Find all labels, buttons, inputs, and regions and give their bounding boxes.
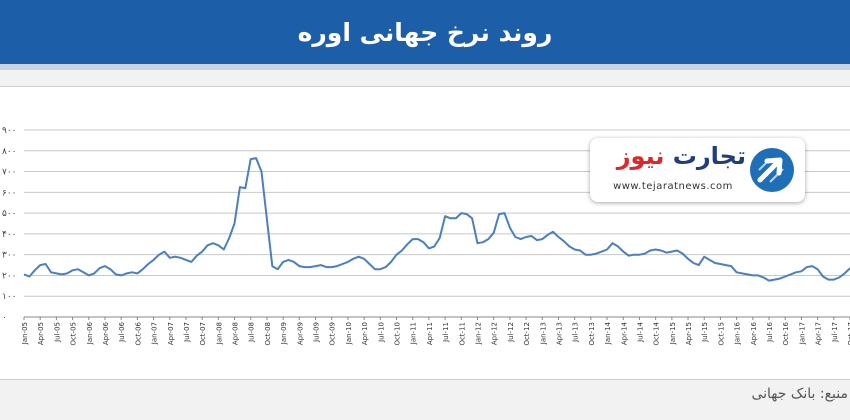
x-tick-label: Jan-06 <box>86 321 94 345</box>
x-tick-label: Apr-09 <box>296 322 304 345</box>
chart-panel: ۰ ۱۰۰ ۲۰۰ ۳۰۰ ۴۰۰ ۵۰۰ ۶۰۰ ۷۰۰ ۸۰۰ ۹۰۰ Jan-05 Apr-05… <box>0 86 850 380</box>
x-tick-label: Apr-07 <box>167 322 175 345</box>
x-tick-label: Apr-14 <box>620 321 628 345</box>
x-tick-label: Oct-09 <box>329 322 337 346</box>
x-tick-label: Jan-12 <box>474 322 482 345</box>
x-tick-label: Jul-17 <box>831 322 839 343</box>
x-tick-label: Jul-12 <box>507 322 515 343</box>
x-tick-label: Apr-08 <box>232 322 240 345</box>
x-tick-label: Jul-16 <box>766 321 774 342</box>
x-tick-label: Oct-05 <box>70 322 78 346</box>
logo-wordmark: تجارت نیوز <box>600 142 746 170</box>
x-tick-label: Apr-15 <box>685 322 693 345</box>
x-tick-label: Oct-15 <box>717 322 725 346</box>
y-tick-label: ۴۰۰ <box>2 230 17 240</box>
x-tick-label: Oct-16 <box>782 321 790 345</box>
y-tick-label: ۵۰۰ <box>2 209 17 219</box>
x-tick-label: Jan-08 <box>215 322 223 345</box>
x-tick-label: Oct-06 <box>134 321 142 345</box>
x-tick-label: Jul-06 <box>118 321 126 342</box>
x-tick-label: Jan-14 <box>604 321 612 345</box>
x-tick-label: Oct-17 <box>847 322 850 346</box>
source-credit: منبع: بانک جهانی <box>751 386 848 402</box>
header-bar: روند نرخ جهانی اوره <box>0 0 850 70</box>
x-tick-label: Oct-12 <box>523 322 531 346</box>
y-tick-label: ۰ <box>2 313 7 323</box>
x-tick-label: Apr-06 <box>102 321 110 345</box>
x-tick-label: Jul-05 <box>53 322 61 343</box>
x-tick-label: Jul-09 <box>313 322 321 343</box>
tejaratnews-logo: تجارت نیوز www.tejaratnews.com <box>590 138 805 202</box>
x-tick-label: Oct-08 <box>264 322 272 346</box>
urea-price-chart: ۰ ۱۰۰ ۲۰۰ ۳۰۰ ۴۰۰ ۵۰۰ ۶۰۰ ۷۰۰ ۸۰۰ ۹۰۰ Jan-05 Apr-05… <box>2 126 850 346</box>
logo-name-accent: نیوز <box>616 142 665 170</box>
x-tick-label: Jul-14 <box>636 321 644 342</box>
y-tick-label: ۱۰۰ <box>2 292 17 302</box>
page-title: روند نرخ جهانی اوره <box>297 17 553 47</box>
x-tick-label: Jan-07 <box>151 322 159 345</box>
x-tick-label: Jul-15 <box>701 322 709 343</box>
y-tick-label: ۶۰۰ <box>2 188 17 198</box>
x-tick-label: Apr-16 <box>750 321 758 345</box>
x-tick-label: Oct-11 <box>458 322 466 346</box>
y-tick-label: ۹۰۰ <box>2 126 17 136</box>
y-tick-label: ۲۰۰ <box>2 271 17 281</box>
x-tick-label: Jan-05 <box>21 322 29 345</box>
x-tick-label: Apr-13 <box>555 322 563 345</box>
x-tick-label: Jan-15 <box>669 322 677 345</box>
x-tick-label: Oct-10 <box>394 322 402 346</box>
x-tick-label: Jul-07 <box>183 322 191 343</box>
x-tick-label: Apr-12 <box>491 322 499 345</box>
logo-url: www.tejaratnews.com <box>613 181 733 192</box>
logo-name-main: تجارت <box>672 142 746 170</box>
x-tick-label: Apr-10 <box>361 322 369 345</box>
x-tick-label: Jul-13 <box>572 322 580 343</box>
series-line <box>23 157 850 282</box>
x-tick-label: Jul-10 <box>377 322 385 343</box>
x-tick-label: Jan-10 <box>345 322 353 345</box>
y-tick-label: ۳۰۰ <box>2 251 17 261</box>
x-tick-label: Oct-14 <box>653 321 661 345</box>
arrow-up-right-icon <box>750 148 794 192</box>
x-tick-label: Apr-17 <box>815 322 823 345</box>
x-tick-label: Oct-13 <box>588 322 596 346</box>
x-tick-label: Jul-11 <box>442 322 450 343</box>
x-tick-label: Jul-08 <box>248 322 256 343</box>
x-tick-label: Apr-05 <box>37 322 45 345</box>
x-tick-label: Jan-16 <box>734 321 742 345</box>
x-tick-label: Jan-17 <box>798 322 806 345</box>
y-tick-label: ۷۰۰ <box>2 168 17 178</box>
x-tick-label: Oct-07 <box>199 322 207 346</box>
x-tick-label: Jan-13 <box>539 322 547 345</box>
y-tick-label: ۸۰۰ <box>2 147 17 157</box>
x-tick-label: Apr-11 <box>426 322 434 345</box>
x-tick-label: Jan-11 <box>410 322 418 345</box>
x-tick-label: Jan-09 <box>280 322 288 345</box>
